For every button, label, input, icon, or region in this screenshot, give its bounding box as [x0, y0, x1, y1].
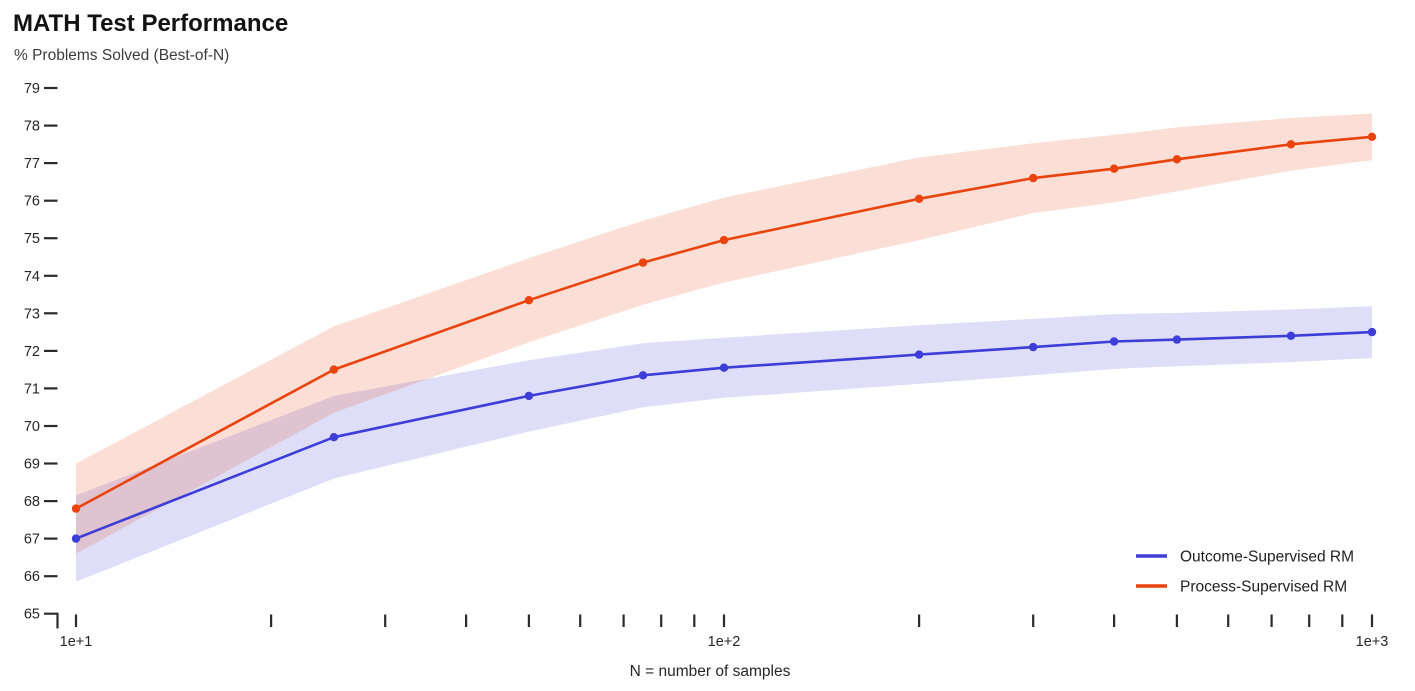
y-tick-label: 76	[24, 194, 40, 210]
outcome-supervised-rm-point	[1367, 327, 1377, 337]
y-tick-label: 70	[24, 419, 40, 435]
process-supervised-rm-point	[71, 504, 81, 513]
legend-label: Outcome-Supervised RM	[1180, 549, 1354, 566]
y-tick-label: 66	[24, 569, 40, 585]
y-tick-label: 67	[24, 532, 40, 548]
confidence-bands	[76, 113, 1372, 582]
x-tick-label: 1e+1	[60, 634, 93, 650]
y-axis-title: % Problems Solved (Best-of-N)	[14, 47, 230, 64]
process-supervised-rm-band	[76, 113, 1372, 554]
process-supervised-rm-point	[1286, 140, 1296, 149]
process-supervised-rm-point	[638, 258, 648, 267]
y-tick-label: 77	[24, 156, 40, 172]
outcome-supervised-rm-point	[914, 350, 924, 359]
outcome-supervised-rm-point	[638, 371, 648, 380]
x-axis-label: N = number of samples	[629, 663, 791, 680]
y-tick-label: 75	[24, 231, 40, 247]
outcome-supervised-rm-point	[71, 534, 81, 543]
y-tick-label: 68	[24, 494, 40, 510]
process-supervised-rm-point	[1029, 173, 1038, 183]
data-points	[71, 132, 1377, 543]
y-tick-label: 78	[24, 119, 40, 135]
outcome-supervised-rm-point	[329, 433, 339, 442]
legend-item: Outcome-Supervised RM	[1136, 549, 1354, 566]
y-tick-label: 69	[24, 457, 40, 473]
process-supervised-rm-point	[1172, 155, 1182, 164]
chart-title: MATH Test Performance	[13, 10, 289, 37]
outcome-supervised-rm-point	[1172, 335, 1182, 344]
y-tick-label: 73	[24, 306, 40, 322]
process-supervised-rm-point	[1109, 164, 1119, 173]
axis-corner-tick	[44, 612, 59, 629]
axes: 65 66 67 68 69 70 71 72 73 74 75 76 77 78 79 1e+1 1e+2 1e…	[24, 81, 1388, 650]
process-supervised-rm-point	[719, 235, 729, 245]
y-tick-label: 65	[24, 607, 40, 623]
outcome-supervised-rm-point	[1286, 331, 1296, 340]
y-tick-label: 71	[24, 381, 40, 397]
y-tick-label: 79	[24, 81, 40, 97]
y-tick-label: 74	[24, 269, 40, 285]
legend: Outcome-Supervised RM Process-Supervised …	[1136, 549, 1354, 596]
outcome-supervised-rm-point	[719, 363, 729, 372]
process-supervised-rm-point	[524, 296, 534, 305]
legend-label: Process-Supervised RM	[1180, 579, 1347, 596]
outcome-supervised-rm-point	[1029, 342, 1038, 352]
outcome-supervised-rm-point	[1109, 337, 1119, 346]
process-supervised-rm-point	[329, 365, 339, 374]
process-supervised-rm-point	[1367, 132, 1377, 141]
legend-item: Process-Supervised RM	[1136, 579, 1347, 596]
outcome-supervised-rm-point	[524, 391, 534, 401]
process-supervised-rm-point	[914, 194, 924, 203]
x-tick-label: 1e+3	[1356, 634, 1389, 650]
x-tick-label: 1e+2	[708, 634, 741, 650]
y-tick-label: 72	[24, 344, 40, 360]
outcome-supervised-rm-band	[76, 306, 1372, 582]
